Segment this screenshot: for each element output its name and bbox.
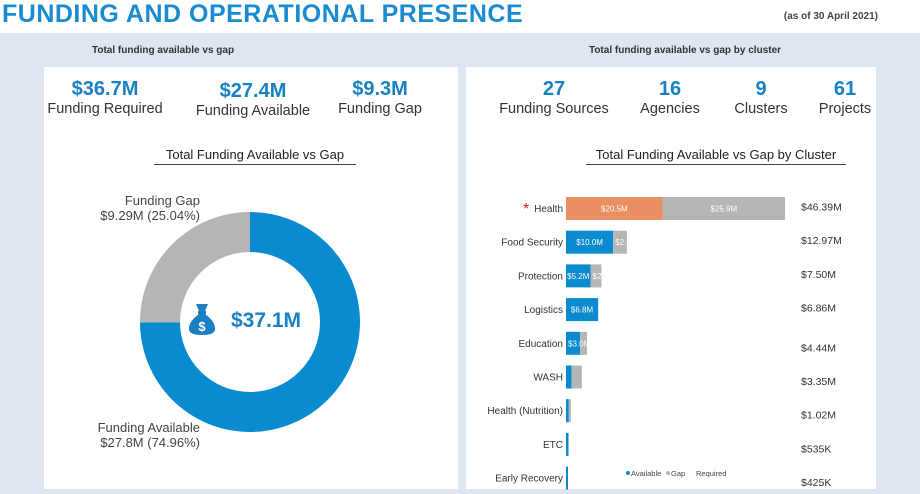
bar-available-food-security [566, 230, 614, 254]
available-value: $27.8M (74.96%) [100, 435, 200, 450]
kpi-value: 61 [833, 78, 857, 100]
bar-available-wash [566, 365, 572, 389]
legend-label-required: Required [696, 469, 726, 478]
bar-available-health [566, 197, 663, 220]
bar-gap-health-nutrition [568, 399, 571, 423]
svg-text:$: $ [198, 319, 206, 334]
kpi-label: Projects [818, 101, 872, 117]
bar-chart-title: Total Funding Available vs Gap by Cluste… [586, 147, 846, 165]
kpi-projects: 61 Projects [810, 78, 880, 118]
donut-slice-funding-gap [140, 212, 250, 323]
required-label-early-recovery: $425K [801, 477, 831, 489]
bar-label-gap-health: $25.9M [711, 205, 738, 214]
legend-swatch-available [626, 471, 630, 475]
bar-available-logistics [566, 298, 599, 322]
bar-gap-food-security [613, 230, 627, 254]
legend-label-available: Available [631, 469, 661, 478]
bar-gap-education [580, 331, 587, 355]
bar-label-available-food-security: $10.0M [576, 238, 603, 247]
category-label-etc: ETC [543, 440, 563, 451]
bar-available-etc [566, 432, 569, 456]
required-label-protection: $7.50M [801, 269, 836, 281]
donut-center-total: $37.1M [231, 309, 302, 332]
kpi-clusters: 9 Clusters [724, 78, 798, 118]
kpi-label: Funding Sources [499, 101, 609, 117]
kpi-label: Clusters [734, 101, 788, 117]
donut-chart-title: Total Funding Available vs Gap [154, 147, 356, 165]
category-label-early-recovery: Early Recovery [495, 474, 563, 485]
bar-available-protection [566, 264, 591, 288]
bar-label-available-education: $3.0M [568, 339, 591, 348]
bar-gap-protection [590, 264, 602, 288]
category-label-logistics: Logistics [524, 305, 563, 316]
required-label-health-nutrition: $1.02M [801, 410, 836, 422]
bar-label-available-protection: $5.2M [567, 272, 590, 281]
bar-gap-health [662, 197, 786, 220]
kpi-value: $9.3M [352, 78, 408, 100]
kpi-value: 16 [658, 78, 682, 100]
kpi-agencies: 16 Agencies [630, 78, 710, 118]
required-label-health: $46.39M [801, 202, 842, 214]
kpi-value: 27 [542, 78, 566, 100]
available-name: Funding Available [97, 420, 200, 435]
legend-swatch-gap [666, 471, 670, 475]
page-title: FUNDING AND OPERATIONAL PRESENCE [2, 0, 524, 28]
category-label-food-security: Food Security [501, 238, 563, 249]
kpi-label: Funding Gap [338, 101, 422, 117]
gap-name: Funding Gap [124, 193, 200, 208]
health-asterisk-annotation: * [523, 201, 529, 218]
bar-available-early-recovery [566, 466, 569, 490]
kpi-funding-sources: 27 Funding Sources [494, 78, 614, 118]
category-label-protection: Protection [518, 271, 563, 282]
required-label-wash: $3.35M [801, 376, 836, 388]
funding-gap-label: Funding Gap $9.29M (25.04%) [60, 193, 200, 223]
bar-label-available-health: $20.5M [601, 205, 628, 214]
donut-slice-funding-available [140, 212, 360, 433]
category-label-health-nutrition: Health (Nutrition) [487, 406, 563, 417]
required-label-etc: $535K [801, 443, 831, 455]
money-bag-icon: $ [188, 304, 216, 335]
category-label-wash: WASH [533, 373, 563, 384]
left-section-title: Total funding available vs gap [92, 45, 235, 56]
bar-available-education [566, 331, 581, 355]
kpi-label: Agencies [640, 101, 700, 117]
required-label-education: $4.44M [801, 342, 836, 354]
bar-label-available-logistics: $6.8M [571, 306, 594, 315]
kpi-value: $27.4M [219, 80, 287, 102]
category-label-health: Health [534, 204, 563, 215]
kpi-value: $36.7M [71, 78, 139, 100]
gap-value: $9.29M (25.04%) [100, 208, 200, 223]
kpi-funding-gap: $9.3M Funding Gap [320, 78, 440, 118]
kpi-funding-required: $36.7M Funding Required [40, 78, 170, 118]
right-panel [466, 67, 876, 489]
bar-available-health-nutrition [566, 399, 569, 423]
kpi-label: Funding Available [195, 103, 311, 119]
required-label-logistics: $6.86M [801, 303, 836, 315]
legend-label-gap: Gap [671, 469, 685, 478]
category-label-education: Education [519, 339, 563, 350]
required-label-food-security: $12.97M [801, 235, 842, 247]
right-section-title: Total funding available vs gap by cluste… [588, 45, 782, 56]
kpi-label: Funding Required [47, 101, 163, 117]
bar-label-gap-food-security: $2.9M [615, 238, 638, 247]
bar-gap-wash [571, 365, 582, 389]
kpi-value: 9 [755, 78, 767, 100]
as-of-date: (as of 30 April 2021) [783, 11, 878, 22]
funding-available-label: Funding Available $27.8M (74.96%) [60, 420, 200, 450]
kpi-funding-available: $27.4M Funding Available [188, 80, 318, 120]
bar-label-gap-protection: $2.3M [593, 272, 616, 281]
